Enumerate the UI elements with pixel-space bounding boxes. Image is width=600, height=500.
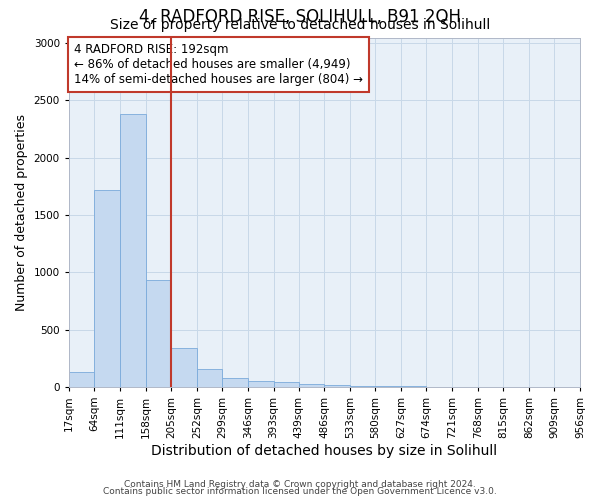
Bar [248,381,274,387]
Bar [197,369,223,387]
Bar [94,190,120,387]
Bar [324,385,350,387]
Bar [223,378,248,387]
Bar [69,372,94,387]
Bar [299,384,324,387]
Text: Contains HM Land Registry data © Crown copyright and database right 2024.: Contains HM Land Registry data © Crown c… [124,480,476,489]
Text: Size of property relative to detached houses in Solihull: Size of property relative to detached ho… [110,18,490,32]
Bar [146,280,171,387]
Bar [171,348,197,387]
Bar [376,386,401,387]
Text: 4 RADFORD RISE: 192sqm
← 86% of detached houses are smaller (4,949)
14% of semi-: 4 RADFORD RISE: 192sqm ← 86% of detached… [74,42,363,86]
X-axis label: Distribution of detached houses by size in Solihull: Distribution of detached houses by size … [151,444,497,458]
Bar [120,114,146,387]
Y-axis label: Number of detached properties: Number of detached properties [15,114,28,310]
Bar [350,386,376,387]
Text: Contains public sector information licensed under the Open Government Licence v3: Contains public sector information licen… [103,487,497,496]
Bar [274,382,299,387]
Text: 4, RADFORD RISE, SOLIHULL, B91 2QH: 4, RADFORD RISE, SOLIHULL, B91 2QH [139,8,461,26]
